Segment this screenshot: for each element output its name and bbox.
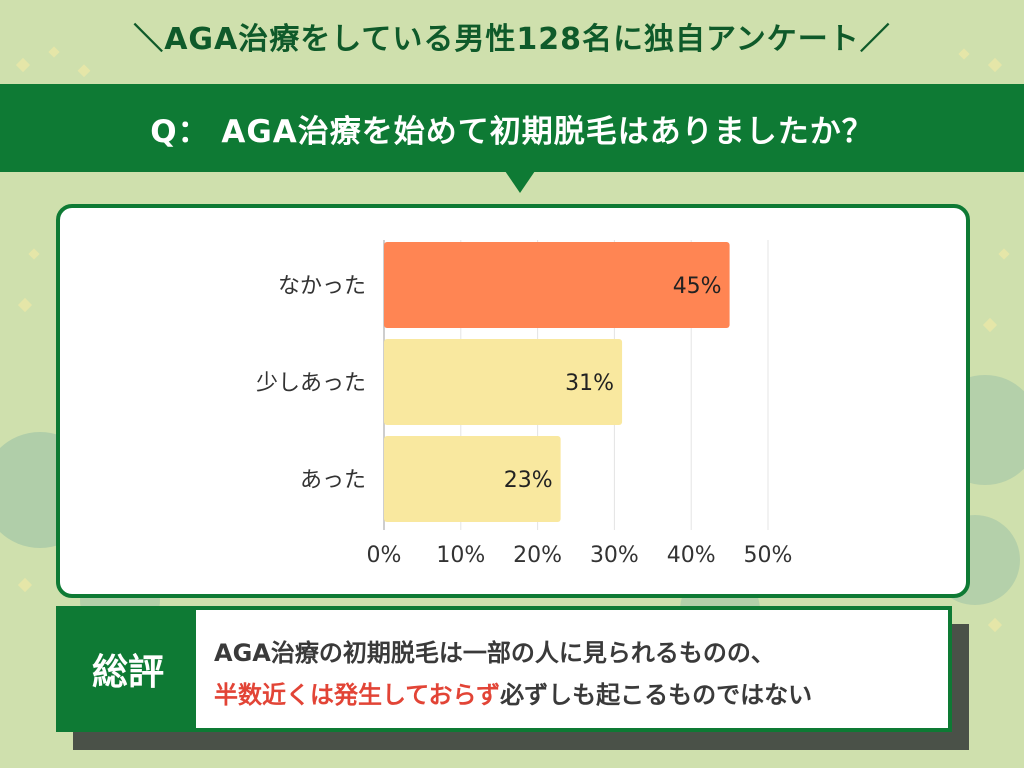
data-label: 23% [504, 468, 553, 493]
summary-line-1: AGA治療の初期脱毛は一部の人に見られるものの、 [214, 639, 775, 667]
x-tick-label: 20% [513, 543, 562, 568]
x-tick-label: 10% [436, 543, 485, 568]
bar-chart: なかった 45% 少しあった 31% あった 23% 0% 10% 20% 30% 40% 50% [256, 240, 793, 568]
category-label: 少しあった [256, 371, 366, 396]
summary-line-2-rest: 必ずしも起こるものではない [500, 681, 813, 709]
x-tick-label: 50% [744, 543, 793, 568]
data-label: 31% [565, 371, 614, 396]
bar-2 [384, 339, 623, 425]
bar-1 [384, 242, 730, 328]
category-label: あった [300, 468, 366, 493]
summary-box: 総評 AGA治療の初期脱毛は一部の人に見られるものの、 半数近くは発生しておらず… [56, 606, 952, 732]
category-label: なかった [278, 274, 366, 299]
data-label: 45% [673, 274, 722, 299]
survey-headline: ＼AGA治療をしている男性128名に独自アンケート／ [133, 22, 891, 57]
summary-text: AGA治療の初期脱毛は一部の人に見られるものの、 半数近くは発生しておらず必ずし… [196, 610, 948, 728]
banner-arrow-icon [505, 171, 535, 193]
x-tick-label: 30% [590, 543, 639, 568]
summary-line-2: 半数近くは発生しておらず必ずしも起こるものではない [214, 674, 948, 716]
summary-label: 総評 [60, 610, 196, 728]
summary-highlight: 半数近くは発生しておらず [214, 681, 501, 709]
question-banner: Q： AGA治療を始めて初期脱毛はありましたか？ [0, 84, 1024, 172]
question-text: Q： AGA治療を始めて初期脱毛はありましたか？ [150, 113, 874, 150]
x-tick-label: 0% [367, 543, 402, 568]
x-tick-label: 40% [667, 543, 716, 568]
chart-card: なかった 45% 少しあった 31% あった 23% 0% 10% 20% 30% 40% 50% [56, 204, 970, 598]
bar-3 [384, 436, 561, 522]
